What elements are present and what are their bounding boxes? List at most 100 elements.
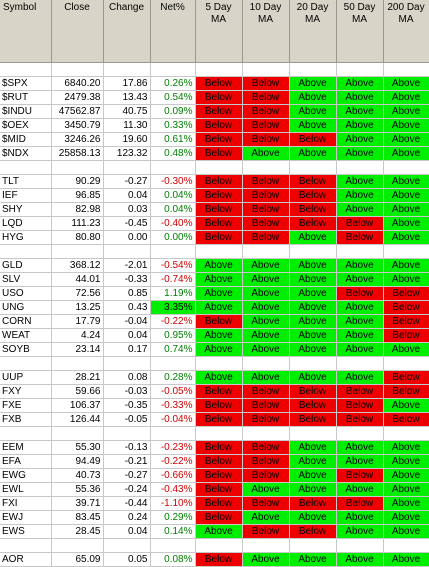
symbol-cell: WEAT xyxy=(0,328,52,343)
ma-5day-status-cell: Below xyxy=(195,552,243,567)
spacer-cell xyxy=(51,244,104,259)
table-row[interactable]: IEF 96.85 0.04 0.04% Below Below Below Above Abo… xyxy=(0,188,429,203)
net-percent-cell: 0.61% xyxy=(150,132,196,147)
ma-50day-status-cell: Above xyxy=(336,454,384,469)
table-row[interactable]: $INDU 47562.87 40.75 0.09% Below Below Above Ab… xyxy=(0,104,429,119)
ma-5day-status-cell: Below xyxy=(195,104,243,119)
symbol-cell: UUP xyxy=(0,370,52,385)
symbol-cell: TLT xyxy=(0,174,52,189)
spacer-cell xyxy=(242,160,290,175)
ma-5day-status-cell: Below xyxy=(195,146,243,161)
table-row[interactable]: SOYB 23.14 0.17 0.74% Above Above Above Above Ab… xyxy=(0,342,429,357)
table-row[interactable]: TLT 90.29 -0.27 -0.30% Below Below Below Above A… xyxy=(0,174,429,189)
ma-200day-status-cell: Above xyxy=(383,468,429,483)
ma-200day-status-cell: Below xyxy=(383,384,429,399)
net-percent-cell: 0.04% xyxy=(150,188,196,203)
ma-10day-status-cell: Above xyxy=(242,300,290,315)
ma-50day-status-cell: Below xyxy=(336,230,384,245)
spacer-cell xyxy=(242,62,290,77)
ma-50day-status-cell: Below xyxy=(336,398,384,413)
header-symbol[interactable]: Symbol xyxy=(0,0,52,63)
spacer-cell xyxy=(103,356,151,371)
table-row[interactable]: $MID 3246.26 19.60 0.61% Below Below Below Abov… xyxy=(0,132,429,147)
header-200day-ma[interactable]: 200 Day MA xyxy=(383,0,429,63)
change-cell: 11.30 xyxy=(103,118,151,133)
ma-20day-status-cell: Above xyxy=(289,468,337,483)
table-row[interactable]: SHY 82.98 0.03 0.04% Below Below Below Above Abo… xyxy=(0,202,429,217)
ma-50day-status-cell: Above xyxy=(336,272,384,287)
header-20day-ma[interactable]: 20 Day MA xyxy=(289,0,337,63)
ma-200day-status-cell: Above xyxy=(383,188,429,203)
table-row[interactable]: EFA 94.49 -0.21 -0.22% Below Below Above Above A… xyxy=(0,454,429,469)
symbol-cell: EFA xyxy=(0,454,52,469)
symbol-cell: GLD xyxy=(0,258,52,273)
symbol-cell: SLV xyxy=(0,272,52,287)
net-percent-cell: 0.33% xyxy=(150,118,196,133)
ma-20day-status-cell: Above xyxy=(289,286,337,301)
ma-20day-status-cell: Above xyxy=(289,146,337,161)
header-net[interactable]: Net% xyxy=(150,0,196,63)
change-cell: 0.03 xyxy=(103,202,151,217)
ma-10day-status-cell: Below xyxy=(242,496,290,511)
table-row[interactable]: $OEX 3450.79 11.30 0.33% Below Below Above Abov… xyxy=(0,118,429,133)
header-10day-ma[interactable]: 10 Day MA xyxy=(242,0,290,63)
table-row[interactable]: UNG 13.25 0.43 3.35% Above Above Above Above Bel… xyxy=(0,300,429,315)
symbol-cell: $SPX xyxy=(0,76,52,91)
ma-20day-status-cell: Above xyxy=(289,230,337,245)
table-row[interactable]: FXY 59.66 -0.03 -0.05% Below Below Below Below B… xyxy=(0,384,429,399)
table-row[interactable]: GLD 368.12 -2.01 -0.54% Above Above Above Above… xyxy=(0,258,429,273)
ma-50day-status-cell: Below xyxy=(336,216,384,231)
ma-10day-status-cell: Above xyxy=(242,510,290,525)
close-cell: 13.25 xyxy=(51,300,104,315)
close-cell: 96.85 xyxy=(51,188,104,203)
table-row[interactable]: FXB 126.44 -0.05 -0.04% Below Below Below Below… xyxy=(0,412,429,427)
ma-10day-status-cell: Below xyxy=(242,90,290,105)
table-row[interactable]: USO 72.56 0.85 1.19% Above Above Above Below Bel… xyxy=(0,286,429,301)
header-close[interactable]: Close xyxy=(51,0,104,63)
table-row[interactable]: HYG 80.80 0.00 0.00% Below Below Above Below Abo… xyxy=(0,230,429,245)
table-row[interactable]: EWG 40.73 -0.27 -0.66% Below Below Above Below A… xyxy=(0,468,429,483)
ma-20day-status-cell: Above xyxy=(289,370,337,385)
ma-200day-status-cell: Above xyxy=(383,454,429,469)
table-row[interactable]: $RUT 2479.38 13.43 0.54% Below Below Above Abov… xyxy=(0,90,429,105)
table-row[interactable]: EWL 55.36 -0.24 -0.43% Below Above Above Above A… xyxy=(0,482,429,497)
net-percent-cell: -0.66% xyxy=(150,468,196,483)
spacer-cell xyxy=(289,426,337,441)
table-row[interactable]: $SPX 6840.20 17.86 0.26% Below Below Above Abov… xyxy=(0,76,429,91)
ma-20day-status-cell: Above xyxy=(289,90,337,105)
table-row[interactable]: EWJ 83.45 0.24 0.29% Below Above Above Above Abo… xyxy=(0,510,429,525)
ma-50day-status-cell: Above xyxy=(336,300,384,315)
table-row[interactable]: EWS 28.45 0.04 0.14% Above Below Below Above Abo… xyxy=(0,524,429,539)
table-row[interactable]: LQD 111.23 -0.45 -0.40% Below Below Below Below… xyxy=(0,216,429,231)
table-row[interactable]: WEAT 4.24 0.04 0.95% Above Above Above Above Bel… xyxy=(0,328,429,343)
header-50day-ma[interactable]: 50 Day MA xyxy=(336,0,384,63)
table-row[interactable]: CORN 17.79 -0.04 -0.22% Below Above Above Above… xyxy=(0,314,429,329)
table-row[interactable]: EEM 55.30 -0.13 -0.23% Below Below Above Above A… xyxy=(0,440,429,455)
table-row[interactable]: SLV 44.01 -0.33 -0.74% Above Above Above Above A… xyxy=(0,272,429,287)
spacer-cell xyxy=(195,244,243,259)
spacer-cell xyxy=(336,426,384,441)
change-cell: 0.04 xyxy=(103,328,151,343)
ma-50day-status-cell: Above xyxy=(336,132,384,147)
spacer-cell xyxy=(103,160,151,175)
ma-20day-status-cell: Below xyxy=(289,524,337,539)
ma-50day-status-cell: Above xyxy=(336,202,384,217)
close-cell: 17.79 xyxy=(51,314,104,329)
table-row[interactable]: UUP 28.21 0.08 0.28% Above Above Above Above Bel… xyxy=(0,370,429,385)
table-row[interactable]: FXI 39.71 -0.44 -1.10% Below Below Below Below A… xyxy=(0,496,429,511)
header-change[interactable]: Change xyxy=(103,0,151,63)
header-5day-ma[interactable]: 5 Day MA xyxy=(195,0,243,63)
change-cell: -0.27 xyxy=(103,174,151,189)
table-row[interactable]: FXE 106.37 -0.35 -0.33% Below Below Below Below… xyxy=(0,398,429,413)
ma-50day-status-cell: Above xyxy=(336,328,384,343)
ma-20day-status-cell: Above xyxy=(289,510,337,525)
table-row[interactable]: AOR 65.09 0.05 0.08% Below Above Above Above Abo… xyxy=(0,552,429,567)
ma-20day-status-cell: Above xyxy=(289,76,337,91)
spacer-cell xyxy=(336,538,384,553)
table-row[interactable]: $NDX 25858.13 123.32 0.48% Below Above Above Ab… xyxy=(0,146,429,161)
ma-10day-status-cell: Below xyxy=(242,524,290,539)
change-cell: 123.32 xyxy=(103,146,151,161)
ma-20day-status-cell: Below xyxy=(289,216,337,231)
net-percent-cell: -0.30% xyxy=(150,174,196,189)
ma-5day-status-cell: Below xyxy=(195,412,243,427)
